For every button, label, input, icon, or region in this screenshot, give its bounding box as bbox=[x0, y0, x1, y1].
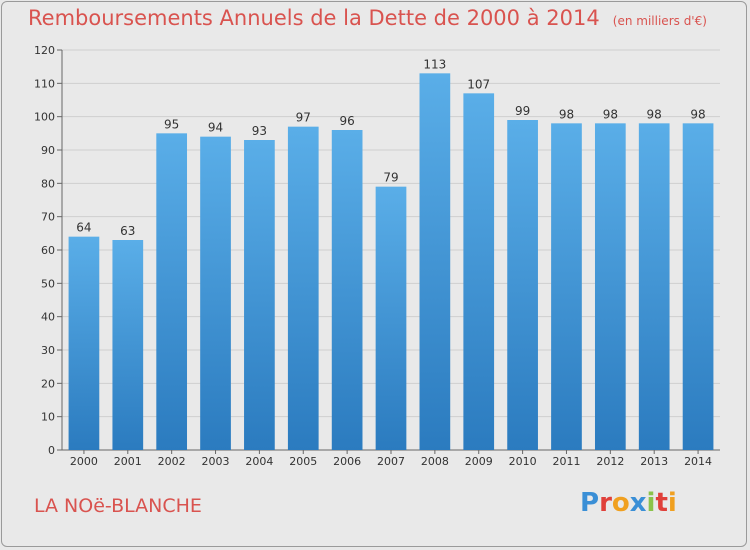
bar bbox=[112, 240, 144, 450]
y-tick-label: 90 bbox=[41, 144, 55, 157]
x-tick-label: 2006 bbox=[333, 455, 361, 468]
y-tick-label: 70 bbox=[41, 211, 55, 224]
data-labels: 64 63 95 94 93 97 96 79 113 107 99 98 98 98 98 bbox=[76, 57, 705, 238]
data-label: 99 bbox=[515, 104, 530, 118]
data-label: 107 bbox=[467, 77, 490, 91]
proxiti-logo[interactable]: Proxiti bbox=[580, 488, 677, 518]
x-tick-label: 2000 bbox=[70, 455, 98, 468]
x-tick-label: 2001 bbox=[114, 455, 142, 468]
logo-letter: r bbox=[599, 488, 612, 518]
y-tick-label: 110 bbox=[34, 77, 55, 90]
x-tick-label: 2002 bbox=[158, 455, 186, 468]
bar bbox=[507, 120, 538, 450]
x-tick-label: 2004 bbox=[245, 455, 273, 468]
x-tick-label: 2008 bbox=[421, 455, 449, 468]
logo-letter: o bbox=[611, 488, 630, 518]
data-label: 98 bbox=[647, 107, 662, 121]
y-tick-label: 20 bbox=[41, 377, 55, 390]
y-tick-label: 120 bbox=[34, 44, 55, 57]
bar bbox=[594, 123, 626, 450]
bar bbox=[375, 186, 407, 450]
y-tick-label: 50 bbox=[41, 277, 55, 290]
bar bbox=[551, 123, 582, 450]
data-label: 63 bbox=[120, 224, 135, 238]
y-tick-label: 10 bbox=[41, 411, 55, 424]
commune-name: LA NOë-BLANCHE bbox=[34, 495, 202, 517]
data-label: 98 bbox=[690, 107, 705, 121]
chart-unit-label: (en milliers d'€) bbox=[612, 14, 707, 28]
y-tick-label: 100 bbox=[34, 111, 55, 124]
bar bbox=[156, 133, 188, 451]
bar bbox=[682, 123, 714, 450]
y-tick-label: 80 bbox=[41, 177, 55, 190]
y-tick-label: 60 bbox=[41, 244, 55, 257]
x-tick-label: 2009 bbox=[465, 455, 493, 468]
data-label: 98 bbox=[559, 107, 574, 121]
x-tick-label: 2011 bbox=[552, 455, 580, 468]
bar bbox=[419, 73, 451, 450]
x-tick-label: 2013 bbox=[640, 455, 668, 468]
x-tick-label: 2014 bbox=[684, 455, 712, 468]
x-tick-label: 2003 bbox=[202, 455, 230, 468]
bar bbox=[638, 123, 670, 450]
bars bbox=[68, 73, 714, 451]
logo-letter: x bbox=[629, 488, 647, 518]
logo-letter: P bbox=[580, 488, 600, 518]
logo-letter: i bbox=[646, 488, 656, 518]
axes: 0 10 20 30 40 50 60 70 80 90 100 110 120 2000 2001 2002… bbox=[34, 44, 720, 468]
data-label: 64 bbox=[76, 221, 91, 235]
x-tick-label: 2005 bbox=[289, 455, 317, 468]
data-label: 96 bbox=[339, 114, 354, 128]
data-label: 113 bbox=[423, 57, 446, 71]
chart-title: Remboursements Annuels de la Dette de 20… bbox=[28, 6, 600, 30]
x-tick-label: 2010 bbox=[509, 455, 537, 468]
data-label: 98 bbox=[603, 107, 618, 121]
bar bbox=[463, 93, 495, 450]
bar bbox=[331, 130, 363, 450]
chart-title-block: Remboursements Annuels de la Dette de 20… bbox=[28, 6, 707, 30]
data-label: 94 bbox=[208, 121, 223, 135]
y-tick-label: 30 bbox=[41, 344, 55, 357]
bar bbox=[287, 126, 319, 451]
data-label: 95 bbox=[164, 117, 179, 131]
x-tick-label: 2007 bbox=[377, 455, 405, 468]
data-label: 97 bbox=[296, 111, 311, 125]
bar bbox=[68, 236, 100, 450]
data-label: 79 bbox=[383, 171, 398, 185]
data-label: 93 bbox=[252, 124, 267, 138]
logo-letter: i bbox=[667, 488, 677, 518]
logo-letter: t bbox=[655, 488, 668, 518]
y-tick-label: 40 bbox=[41, 311, 55, 324]
x-tick-label: 2012 bbox=[596, 455, 624, 468]
bar bbox=[200, 136, 231, 450]
y-tick-label: 0 bbox=[48, 444, 55, 457]
bar bbox=[244, 140, 275, 450]
